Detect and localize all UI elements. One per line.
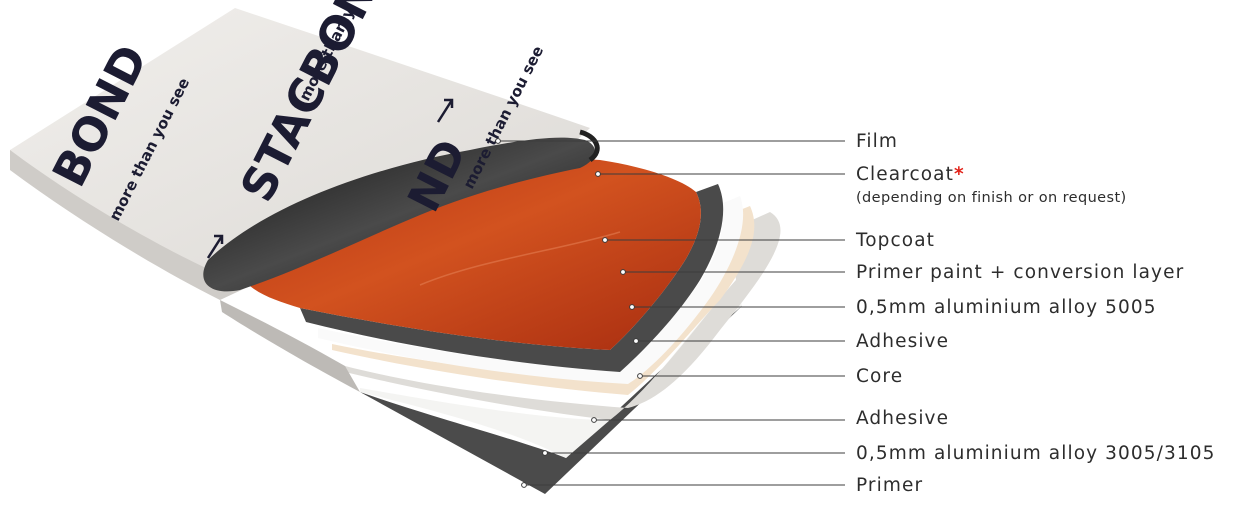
film-sheet: [10, 8, 590, 280]
core-layer: [345, 212, 781, 420]
label-primer-paint: Primer paint + conversion layer: [856, 262, 1185, 283]
label-film: Film: [856, 131, 898, 152]
label-clearcoat-text: Clearcoat: [856, 164, 954, 185]
label-adhesive-top: Adhesive: [856, 331, 950, 352]
label-primer: Primer: [856, 475, 924, 496]
label-adhesive-bottom: Adhesive: [856, 408, 950, 429]
label-aluminium-bottom: 0,5mm aluminium alloy 3005/3105: [856, 443, 1216, 464]
aluminium-bottom-layer: [360, 280, 742, 458]
label-aluminium-top: 0,5mm aluminium alloy 5005: [856, 297, 1157, 318]
label-clearcoat-note: (depending on finish or on request): [856, 190, 1127, 206]
label-clearcoat: Clearcoat*: [856, 164, 965, 186]
film-curl: [203, 137, 596, 292]
label-core: Core: [856, 366, 904, 387]
leader-lines: [495, 138, 845, 488]
label-topcoat: Topcoat: [856, 230, 935, 251]
primer-layer: [360, 302, 742, 494]
topcoat-layer: [250, 159, 701, 350]
asterisk-marker: *: [953, 164, 965, 185]
film-arrow-icons: [206, 98, 454, 259]
